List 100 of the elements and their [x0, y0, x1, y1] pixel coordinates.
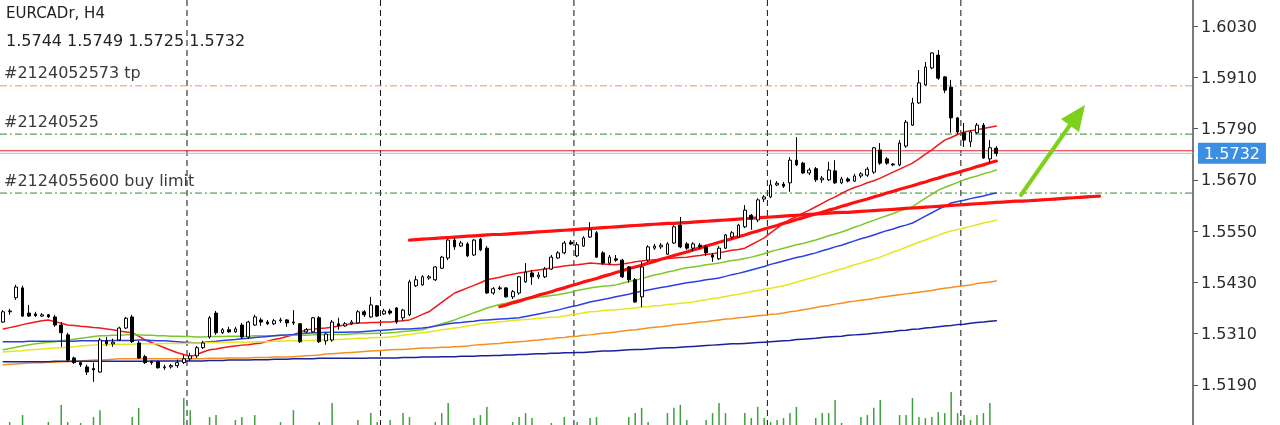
candlestick: [401, 308, 405, 322]
candlestick: [234, 326, 237, 334]
candlestick: [504, 286, 508, 299]
candlestick: [859, 171, 863, 179]
candlestick: [343, 321, 347, 328]
candlestick: [795, 136, 798, 167]
candlestick: [530, 269, 534, 286]
candlestick: [421, 274, 424, 287]
candlestick: [562, 240, 566, 255]
candlestick: [872, 146, 876, 175]
candlestick: [137, 340, 141, 360]
candlestick: [240, 322, 244, 340]
candlestick: [382, 308, 386, 316]
candlestick: [27, 304, 31, 318]
candlestick: [79, 361, 82, 368]
candlestick: [466, 241, 469, 258]
candlestick: [414, 275, 418, 288]
chart-title: EURCADr, H4: [6, 3, 105, 22]
candlestick: [472, 238, 476, 257]
candlestick: [511, 289, 515, 300]
candlestick: [653, 243, 656, 251]
candlestick: [446, 238, 450, 261]
candlestick: [846, 176, 850, 183]
y-tick-label: 1.5310: [1201, 324, 1257, 344]
line-series: [2, 320, 998, 363]
candlestick: [691, 241, 695, 252]
candlestick: [517, 275, 521, 296]
candlestick: [272, 318, 276, 326]
candlestick: [105, 336, 108, 347]
candlestick: [575, 241, 579, 258]
candlestick: [537, 271, 540, 280]
candlestick: [195, 345, 199, 359]
line-series: [2, 125, 998, 358]
candlestick: [337, 317, 340, 331]
y-tick-label: 1.6030: [1201, 16, 1257, 36]
candlestick: [659, 242, 663, 250]
candlestick: [66, 332, 70, 363]
candlestick: [801, 161, 805, 175]
candlestick: [556, 250, 560, 260]
candlestick: [994, 145, 998, 157]
candlestick: [524, 262, 527, 284]
candlestick: [356, 309, 360, 325]
candlestick: [601, 250, 605, 266]
candlestick: [988, 139, 992, 164]
line-series: [2, 219, 998, 353]
candlestick: [614, 254, 618, 263]
candlestick: [214, 310, 218, 336]
candlestick: [182, 354, 186, 365]
candlestick: [408, 279, 411, 317]
candlestick: [388, 308, 392, 316]
candlestick: [330, 319, 334, 343]
candlestick: [227, 326, 231, 334]
candlestick: [820, 175, 824, 184]
candlestick: [459, 240, 463, 248]
candlestick: [124, 316, 128, 330]
candlestick: [711, 252, 714, 263]
candlestick: [917, 69, 921, 105]
candlestick: [982, 122, 985, 160]
candlestick: [975, 122, 979, 135]
candlestick: [156, 360, 160, 370]
candlestick: [433, 265, 437, 282]
candlestick: [440, 255, 444, 270]
candlestick: [620, 258, 624, 279]
candlestick: [92, 362, 95, 383]
candlestick: [891, 162, 895, 167]
candlestick: [724, 233, 727, 250]
candlestick: [549, 254, 553, 271]
candlestick: [569, 239, 573, 246]
candlestick: [188, 352, 192, 362]
candlestick: [898, 139, 901, 167]
candlestick: [840, 176, 843, 185]
candlestick: [737, 223, 740, 239]
candlestick: [292, 309, 295, 326]
candlestick: [646, 244, 650, 263]
candlestick: [678, 216, 682, 249]
candlestick: [949, 79, 953, 134]
candlestick: [911, 97, 914, 127]
candlestick: [595, 230, 598, 259]
candlestick: [833, 159, 837, 185]
candlestick: [924, 61, 927, 87]
candlestick: [53, 314, 57, 328]
text: 1.5744 1.5749 1.5725 1.5732: [6, 30, 246, 50]
candlestick: [169, 363, 173, 370]
candlestick: [749, 213, 753, 231]
candlestick: [479, 237, 482, 252]
ref-line-label: #2124052573 tp: [4, 63, 141, 83]
candlestick: [59, 321, 63, 348]
candlestick: [266, 319, 269, 326]
candlestick: [936, 49, 940, 81]
candlestick: [904, 119, 908, 149]
candlestick: [98, 337, 102, 374]
candlestick: [362, 309, 366, 318]
candlestick: [633, 277, 637, 304]
candlestick: [117, 326, 121, 342]
candlestick: [143, 354, 147, 365]
candlestick: [40, 312, 44, 318]
y-tick-label: 1.5910: [1201, 67, 1257, 87]
candlestick: [130, 314, 134, 344]
candlestick: [853, 173, 856, 183]
candlestick: [350, 319, 353, 326]
